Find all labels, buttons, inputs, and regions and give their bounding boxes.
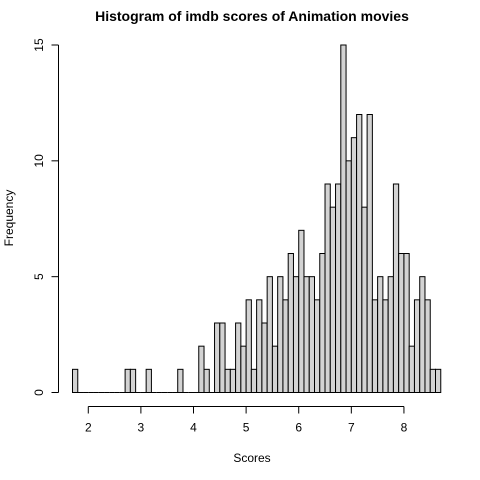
histogram-bar <box>419 276 426 394</box>
histogram-bar <box>329 206 337 393</box>
histogram-bar <box>319 253 326 393</box>
histogram-bar <box>277 276 284 394</box>
histogram-bar <box>292 276 300 394</box>
histogram-bar <box>308 276 315 394</box>
histogram-bar <box>392 183 400 393</box>
histogram-bar <box>403 253 410 393</box>
y-axis-label: Frequency <box>2 190 16 247</box>
histogram-bar <box>282 299 289 393</box>
histogram-bar <box>287 253 294 393</box>
x-tick-label: 2 <box>85 421 92 435</box>
x-axis: 2 3 4 5 6 7 8 <box>85 406 408 435</box>
histogram-bar <box>235 322 242 393</box>
bars-group <box>72 44 442 394</box>
histogram-bar <box>256 299 263 393</box>
x-tick-label: 3 <box>138 421 145 435</box>
histogram-bar <box>429 368 436 393</box>
histogram-bar <box>129 368 137 393</box>
histogram-bar <box>413 299 421 393</box>
histogram-bar <box>335 183 342 393</box>
histogram-bar <box>387 276 394 394</box>
histogram-bar <box>298 229 305 393</box>
x-tick-label: 5 <box>243 421 250 435</box>
x-tick-label: 7 <box>348 421 355 435</box>
histogram-bar <box>266 276 273 394</box>
chart-title: Histogram of imdb scores of Animation mo… <box>95 8 409 24</box>
histogram-bar <box>271 345 279 394</box>
y-tick-label: 5 <box>32 273 46 280</box>
histogram-bar <box>177 368 184 393</box>
histogram-bar <box>345 160 352 393</box>
histogram-bar <box>356 114 363 393</box>
histogram-bar <box>377 276 384 394</box>
x-tick-label: 4 <box>190 421 197 435</box>
histogram-bar <box>198 345 205 394</box>
histogram-bar <box>371 299 379 393</box>
x-tick-label: 6 <box>295 421 302 435</box>
histogram-bar <box>229 368 237 393</box>
histogram-bar <box>219 322 226 393</box>
histogram-bar <box>240 345 247 394</box>
histogram-bar <box>203 368 210 393</box>
histogram-bar <box>261 322 268 393</box>
y-tick-label: 15 <box>32 38 46 52</box>
histogram-bar <box>408 345 415 394</box>
histogram-bar <box>340 44 347 393</box>
histogram-bar <box>350 137 358 393</box>
y-tick-label: 0 <box>32 389 46 396</box>
histogram-bar <box>124 368 131 393</box>
histogram-bar <box>250 368 258 393</box>
histogram-bar <box>324 183 331 393</box>
histogram-bar <box>366 114 373 393</box>
histogram-bar <box>398 253 405 393</box>
histogram-bar <box>382 299 389 393</box>
histogram-bar <box>145 368 152 393</box>
histogram-bar <box>424 299 431 393</box>
histogram-bar <box>314 299 321 393</box>
y-tick-label: 10 <box>32 154 46 168</box>
histogram-bar <box>224 368 231 393</box>
histogram-bar <box>72 368 79 393</box>
histogram-bar <box>214 322 221 393</box>
y-axis: 0 5 10 15 <box>32 38 59 396</box>
x-axis-label: Scores <box>233 451 270 465</box>
histogram-bar <box>303 276 310 394</box>
histogram-bar <box>245 299 252 393</box>
histogram-bar <box>435 368 442 393</box>
x-tick-label: 8 <box>401 421 408 435</box>
histogram-bar <box>361 206 368 393</box>
